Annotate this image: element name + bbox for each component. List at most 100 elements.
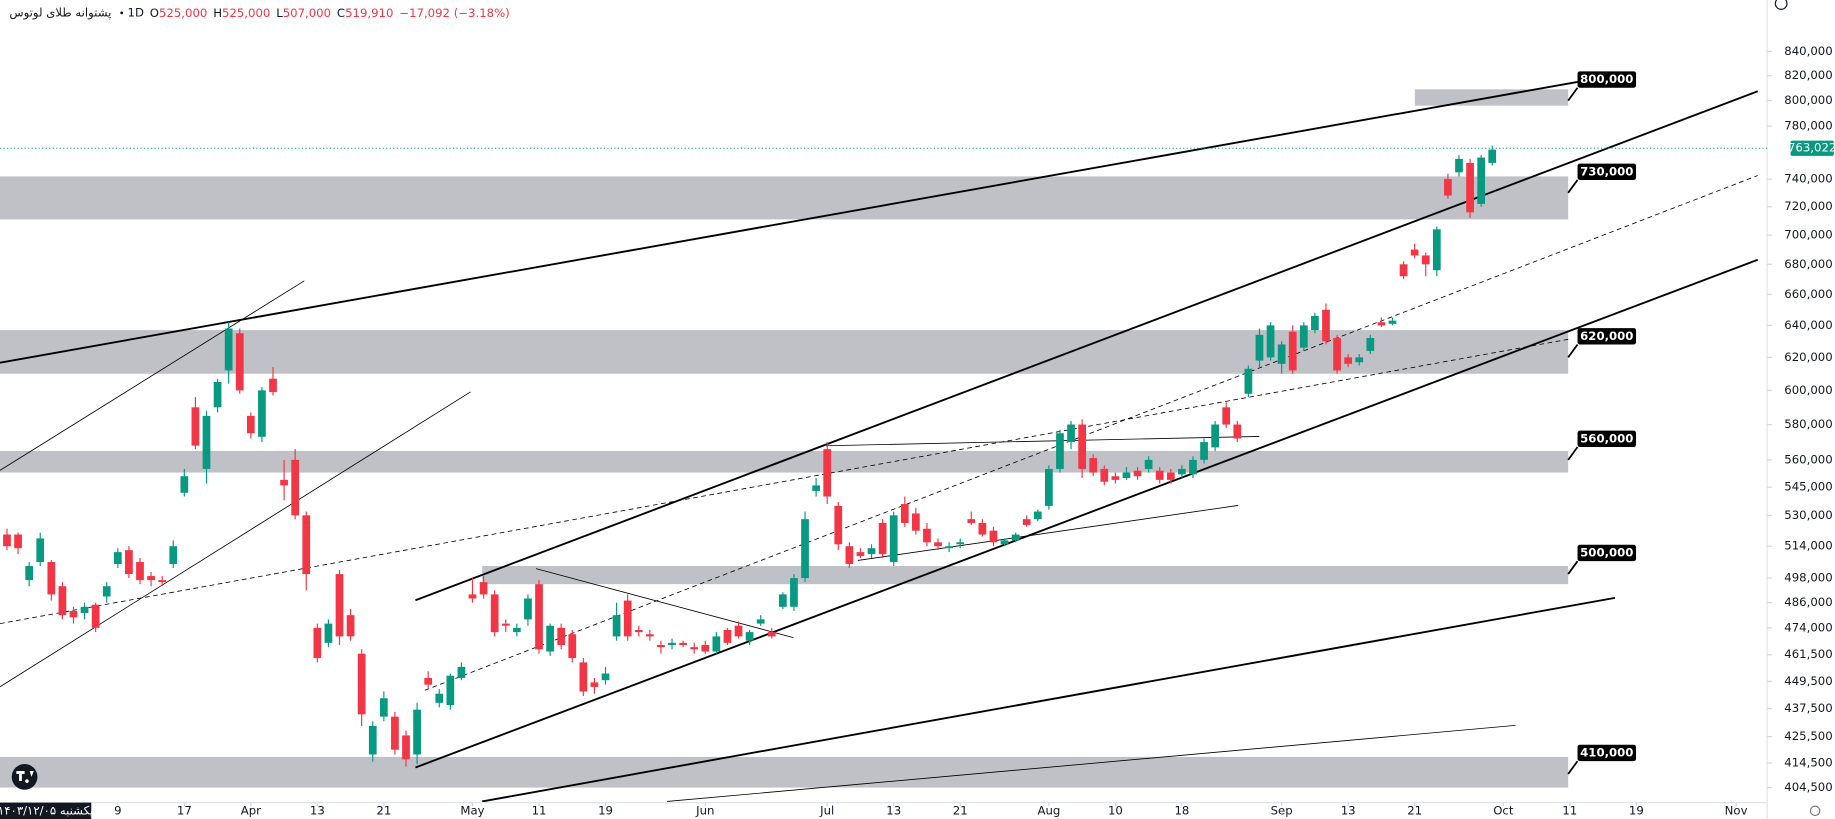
ohlc-legend: O525,000 H525,000 L507,000 C519,910 −17,092 … [150,5,510,19]
zone-label: 800,000 [1580,72,1633,86]
candle-body [1211,424,1220,448]
candle-body [1266,325,1275,358]
zones: 800,000 730,000 620,000 560,000 500,000 410,0… [0,71,1637,788]
y-tick-label: 449,500 [1784,674,1832,688]
candle-body [1022,519,1031,525]
y-tick-label: 820,000 [1784,68,1832,82]
candle-body [546,625,554,652]
x-tick-label: 19 [1629,803,1644,817]
trend-line [535,568,794,639]
candle-body [557,627,566,645]
candle-body [1067,424,1075,443]
candle-body [80,606,89,614]
candle-body [280,479,288,486]
candle-body [1244,368,1253,394]
candle-body [1045,468,1053,506]
ohlc-key: C [337,5,345,19]
x-tick-label: Oct [1493,803,1514,817]
candle-body [978,522,987,535]
tradingview-logo [11,764,38,790]
candle-body [47,562,56,595]
y-tick-label: 530,000 [1784,508,1832,522]
zone-pointer [1567,87,1579,102]
candle-body [790,578,798,607]
candle-body [14,534,22,549]
candle-body [1233,424,1242,439]
candle-body [357,653,366,715]
x-tick-label: Nov [1725,803,1748,817]
candle-body [379,698,388,717]
x-tick-label: 13 [886,803,901,817]
candle-body [612,615,621,637]
candle-body [391,716,399,750]
zone-pointer [1567,343,1579,358]
candle-body [413,709,421,755]
ohlc-value: 519,910 [345,5,393,19]
y-tick-label: 498,000 [1784,571,1832,585]
trend-line [0,391,471,688]
y-tick-label: 580,000 [1784,417,1832,431]
candle-body [900,504,909,523]
candle-body [235,333,244,391]
zone-label: 410,000 [1580,745,1633,759]
candle-body [1033,511,1042,520]
candle-body [291,459,300,516]
candle-body [1111,476,1120,480]
candle-body [668,642,676,645]
candle-body [1432,229,1441,271]
candle-body [1333,338,1341,371]
candle-body [202,415,211,469]
candle-body [346,615,355,637]
add-icon[interactable] [1774,0,1788,10]
candle-body [1377,322,1386,326]
y-tick-label: 780,000 [1784,119,1832,133]
y-tick-label: 514,000 [1784,539,1832,553]
y-tick-label: 680,000 [1784,257,1832,271]
candle-body [1421,255,1430,265]
axes: 840,000 820,000 800,000 780,000 740,000 720,0… [0,44,1835,817]
zone-label-box [1577,328,1637,345]
change: −17,092 (−3.18%) [399,5,509,19]
candle-body [1299,325,1308,348]
candle-body [845,546,854,565]
candles [3,145,1497,767]
last-price-box [1790,140,1834,156]
candle-body [501,623,510,626]
candle-body [147,576,155,581]
y-tick-label: 800,000 [1784,93,1832,107]
candle-body [180,476,189,493]
candle-body [1011,534,1020,541]
zone-label-box [1577,71,1637,88]
candle-body [313,627,322,659]
candle-body [479,582,488,595]
candle-body [623,600,632,637]
settings-icon[interactable] [1809,805,1821,817]
trend-line [826,436,1260,447]
candle-body [457,666,466,678]
candle-body [967,519,976,523]
x-tick-label: Sep [1271,803,1293,817]
candle-body [1388,320,1397,324]
y-tick-label: 620,000 [1784,350,1832,364]
candle-body [723,629,732,643]
candle-body [1488,149,1497,163]
candle-body [889,515,898,563]
candle-body [712,636,721,652]
zone-pointer [1567,179,1579,194]
x-tick-label: Apr [241,803,261,817]
zone [0,330,1569,374]
candle-body [1288,331,1297,371]
candle-body [734,625,743,637]
candle-body [446,675,455,706]
candle-body [1277,344,1286,364]
candle-body [690,647,699,650]
trend-line [0,80,1578,364]
ohlc-value: 525,000 [222,5,270,19]
candle-body [1466,162,1474,213]
y-tick-label: 740,000 [1784,172,1832,186]
candle-body [812,485,820,491]
trend-line [857,505,1239,561]
candle-body [402,735,410,760]
